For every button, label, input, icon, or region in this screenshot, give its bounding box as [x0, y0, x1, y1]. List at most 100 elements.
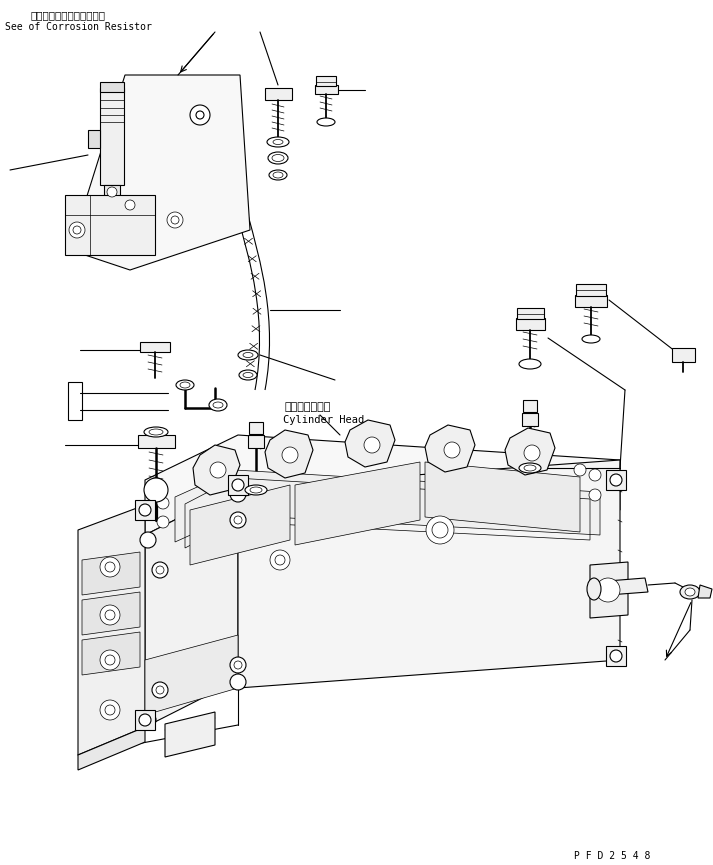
Circle shape: [100, 650, 120, 670]
Circle shape: [139, 714, 151, 726]
Circle shape: [210, 462, 226, 478]
Circle shape: [156, 566, 164, 574]
Text: See of Corrosion Resistor: See of Corrosion Resistor: [5, 22, 152, 32]
Polygon shape: [138, 435, 175, 448]
Polygon shape: [145, 435, 620, 535]
Polygon shape: [65, 195, 155, 255]
Ellipse shape: [273, 172, 283, 178]
Polygon shape: [100, 82, 124, 92]
Polygon shape: [590, 562, 628, 618]
Ellipse shape: [243, 353, 253, 357]
Ellipse shape: [238, 350, 258, 360]
Polygon shape: [576, 284, 606, 296]
Circle shape: [100, 700, 120, 720]
Circle shape: [234, 516, 242, 524]
Polygon shape: [145, 488, 238, 727]
Polygon shape: [228, 475, 248, 495]
Ellipse shape: [519, 463, 541, 473]
Polygon shape: [295, 462, 420, 545]
Circle shape: [144, 478, 168, 502]
Polygon shape: [190, 485, 290, 565]
Polygon shape: [345, 420, 395, 467]
Polygon shape: [316, 76, 336, 86]
Ellipse shape: [144, 427, 168, 437]
Ellipse shape: [245, 485, 267, 495]
Polygon shape: [249, 422, 263, 434]
Circle shape: [125, 200, 135, 210]
Circle shape: [140, 532, 156, 548]
Circle shape: [73, 226, 81, 234]
Circle shape: [140, 712, 156, 728]
Circle shape: [107, 187, 117, 197]
Polygon shape: [175, 470, 600, 542]
Circle shape: [232, 479, 244, 491]
Ellipse shape: [519, 359, 541, 369]
Circle shape: [610, 474, 622, 486]
Circle shape: [171, 216, 179, 224]
Circle shape: [105, 705, 115, 715]
Ellipse shape: [272, 155, 284, 162]
Circle shape: [157, 516, 169, 528]
Circle shape: [432, 522, 448, 538]
Polygon shape: [516, 318, 545, 330]
Circle shape: [139, 504, 151, 516]
Text: Cylinder Head: Cylinder Head: [283, 415, 364, 425]
Ellipse shape: [239, 370, 257, 380]
Polygon shape: [265, 88, 292, 100]
Polygon shape: [78, 727, 145, 770]
Circle shape: [270, 550, 290, 570]
Polygon shape: [100, 88, 124, 185]
Polygon shape: [82, 632, 140, 675]
Ellipse shape: [209, 399, 227, 411]
Ellipse shape: [524, 465, 536, 471]
Circle shape: [157, 497, 169, 509]
Ellipse shape: [317, 118, 335, 126]
Polygon shape: [523, 400, 537, 412]
Ellipse shape: [269, 170, 287, 180]
Text: P F D 2 5 4 8: P F D 2 5 4 8: [574, 851, 650, 861]
Circle shape: [230, 512, 246, 528]
Circle shape: [282, 447, 298, 463]
Circle shape: [589, 489, 601, 501]
Circle shape: [196, 111, 204, 119]
Polygon shape: [522, 413, 538, 426]
Ellipse shape: [587, 578, 601, 600]
Ellipse shape: [149, 429, 163, 435]
Polygon shape: [606, 470, 626, 490]
Polygon shape: [265, 430, 313, 478]
Polygon shape: [88, 130, 100, 148]
Circle shape: [234, 661, 242, 669]
Circle shape: [105, 655, 115, 665]
Polygon shape: [165, 712, 215, 757]
Circle shape: [100, 605, 120, 625]
Circle shape: [214, 472, 226, 484]
Ellipse shape: [685, 588, 695, 596]
Circle shape: [69, 222, 85, 238]
Ellipse shape: [213, 402, 223, 408]
Polygon shape: [135, 710, 155, 730]
Circle shape: [230, 674, 246, 690]
Circle shape: [596, 578, 620, 602]
Polygon shape: [78, 505, 145, 755]
Ellipse shape: [267, 137, 289, 147]
Polygon shape: [238, 460, 620, 688]
Polygon shape: [140, 342, 170, 352]
Ellipse shape: [268, 152, 288, 164]
Text: コロージョンレジスタ参照: コロージョンレジスタ参照: [30, 10, 105, 20]
Polygon shape: [70, 75, 250, 270]
Circle shape: [230, 657, 246, 673]
Ellipse shape: [243, 373, 253, 377]
Circle shape: [364, 437, 380, 453]
Circle shape: [574, 464, 586, 476]
Ellipse shape: [273, 139, 283, 144]
Circle shape: [105, 562, 115, 572]
Circle shape: [524, 445, 540, 461]
Ellipse shape: [680, 585, 700, 599]
Polygon shape: [145, 635, 238, 715]
Polygon shape: [82, 592, 140, 635]
Polygon shape: [135, 500, 155, 520]
Circle shape: [589, 469, 601, 481]
Circle shape: [275, 555, 285, 565]
Polygon shape: [104, 185, 120, 198]
Circle shape: [444, 442, 460, 458]
